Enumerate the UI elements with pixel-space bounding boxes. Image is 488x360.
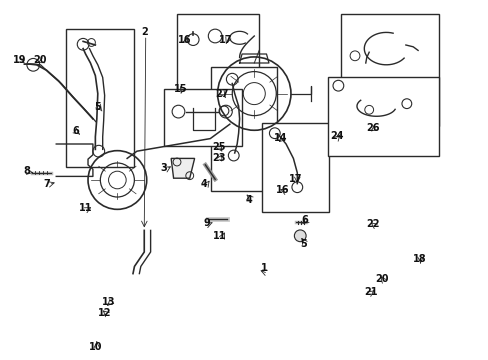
- Text: 9: 9: [203, 218, 210, 228]
- Text: 12: 12: [98, 308, 112, 318]
- Text: 22: 22: [365, 219, 379, 229]
- Text: 16: 16: [275, 185, 289, 195]
- Text: 5: 5: [299, 239, 306, 249]
- Text: 11: 11: [213, 231, 226, 241]
- Text: 17: 17: [219, 35, 232, 45]
- Text: 15: 15: [174, 84, 187, 94]
- Text: 26: 26: [365, 123, 379, 133]
- Text: 16: 16: [178, 35, 191, 45]
- Text: 7: 7: [43, 179, 50, 189]
- Text: 10: 10: [88, 342, 102, 352]
- Text: 1: 1: [260, 263, 267, 273]
- Text: 4: 4: [245, 195, 252, 205]
- Bar: [341, 14, 438, 126]
- Bar: [164, 89, 241, 146]
- Text: 24: 24: [330, 131, 344, 141]
- Text: 11: 11: [79, 203, 92, 213]
- Text: 20: 20: [33, 55, 47, 66]
- Text: 3: 3: [160, 163, 167, 174]
- Text: 4: 4: [201, 179, 207, 189]
- Text: 2: 2: [141, 27, 147, 37]
- Bar: [327, 77, 438, 156]
- Text: 19: 19: [13, 55, 26, 66]
- Text: 23: 23: [212, 153, 225, 163]
- Polygon shape: [171, 158, 194, 178]
- Bar: [211, 67, 277, 191]
- Text: 6: 6: [72, 126, 79, 136]
- Circle shape: [294, 230, 305, 242]
- Text: 5: 5: [94, 102, 101, 112]
- Text: 27: 27: [215, 89, 229, 99]
- Bar: [261, 123, 328, 212]
- Text: 17: 17: [288, 174, 302, 184]
- Text: 18: 18: [412, 254, 426, 264]
- Text: 14: 14: [274, 132, 287, 143]
- Text: 20: 20: [375, 274, 388, 284]
- Text: 25: 25: [212, 142, 225, 152]
- Text: 8: 8: [23, 166, 30, 176]
- Text: 13: 13: [102, 297, 115, 307]
- Text: 21: 21: [363, 287, 377, 297]
- Text: 6: 6: [301, 215, 308, 225]
- Bar: [177, 14, 259, 130]
- Bar: [66, 29, 134, 167]
